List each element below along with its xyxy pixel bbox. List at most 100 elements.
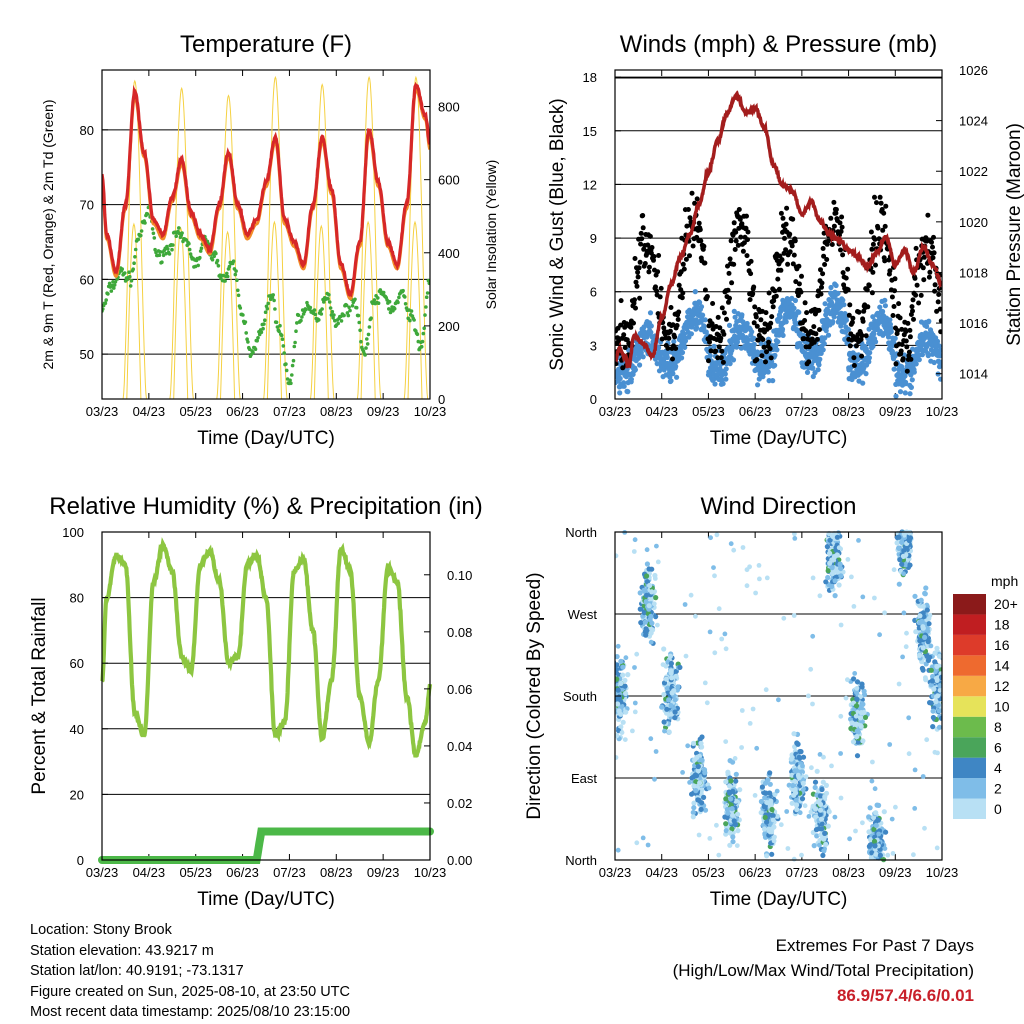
gust-point [851, 363, 857, 368]
dewpoint-point [166, 247, 170, 251]
direction-point [799, 852, 804, 858]
panel-1: Temperature (F) 03/23 04/23 05/23 06/23 07/23… [40, 31, 499, 449]
direction-point [911, 852, 916, 858]
gust-point [930, 255, 936, 261]
gust-point [748, 258, 754, 264]
wind-point [780, 332, 786, 338]
direction-point [770, 813, 776, 819]
dewpoint-point [256, 336, 260, 340]
direction-point [728, 778, 734, 784]
direction-point [685, 743, 691, 749]
gust-point [759, 353, 765, 359]
direction-point [623, 709, 629, 715]
dewpoint-point [107, 281, 112, 286]
direction-point [818, 816, 825, 822]
wind-point [816, 362, 822, 368]
direction-point [896, 545, 902, 551]
dewpoint-point [187, 247, 192, 252]
direction-point [725, 810, 731, 816]
direction-point [696, 832, 702, 838]
gust-point [833, 207, 839, 212]
gust-point [697, 227, 703, 233]
direction-point [781, 615, 787, 621]
gust-point [875, 225, 881, 231]
direction-point [632, 700, 638, 706]
humidity-plot-area [98, 537, 434, 864]
direction-point [866, 829, 872, 835]
gust-point [904, 344, 910, 350]
direction-point [901, 548, 907, 554]
direction-point [819, 786, 825, 793]
direction-point [733, 778, 739, 784]
x-tick-label: 06/23 [739, 404, 772, 419]
gust-point [775, 276, 781, 282]
station-latlon: Station lat/lon: 40.9191; -73.1317 [30, 963, 244, 980]
x-tick-label: 08/23 [832, 865, 865, 880]
direction-point [860, 701, 866, 707]
dewpoint-point [320, 307, 324, 311]
gust-point [819, 284, 824, 290]
direction-point [873, 810, 879, 816]
direction-point [769, 806, 775, 813]
wind-point [902, 390, 908, 396]
dewpoint-point [327, 293, 331, 297]
gust-point [789, 243, 795, 249]
direction-point [716, 852, 722, 858]
direction-point [763, 790, 769, 796]
figure-created: Figure created on Sun, 2025-08-10, at 23… [30, 983, 350, 1000]
direction-point [843, 695, 849, 701]
wind-point [647, 310, 654, 316]
direction-point [694, 754, 700, 761]
direction-point [935, 693, 941, 699]
dewpoint-point [364, 346, 368, 350]
direction-point [728, 796, 734, 802]
gust-point [887, 268, 893, 274]
direction-point [699, 757, 705, 763]
wind-point [936, 343, 942, 349]
dewpoint-point [403, 302, 408, 306]
wind-point [783, 319, 789, 325]
y-tick-label: 60 [70, 656, 84, 671]
wind-point [656, 344, 662, 351]
gust-point [896, 301, 902, 307]
gust-point [892, 276, 898, 282]
gust-point [717, 325, 723, 331]
direction-point [920, 774, 926, 779]
direction-point [652, 576, 658, 581]
wind-point [810, 365, 816, 371]
gust-point [728, 238, 734, 244]
dewpoint-point [387, 299, 392, 304]
gust-point [866, 283, 872, 289]
gust-point [767, 325, 773, 330]
wind-point [681, 331, 688, 337]
gust-point [820, 246, 826, 251]
direction-point [785, 846, 791, 851]
y-tick-label: 3 [590, 338, 597, 353]
direction-point [764, 575, 770, 581]
y2-tick-label: 0.04 [447, 739, 472, 754]
gust-point [701, 243, 707, 249]
direction-point [763, 687, 769, 693]
gust-point [651, 254, 657, 259]
gust-point [818, 267, 823, 273]
wind-point [775, 339, 781, 345]
direction-point [766, 812, 772, 818]
y2-tick-label: 1024 [959, 114, 988, 129]
direction-point [806, 693, 811, 699]
gust-point [870, 241, 876, 247]
gust-point [740, 248, 746, 254]
direction-point [767, 829, 773, 835]
direction-point [792, 786, 798, 793]
gust-point [837, 220, 843, 226]
wind-point [770, 378, 776, 384]
direction-point [861, 709, 867, 716]
direction-point [867, 805, 873, 811]
direction-point [811, 843, 817, 849]
gust-point [635, 269, 641, 275]
direction-point [900, 654, 905, 660]
direction-point [938, 667, 942, 673]
dewpoint-point [143, 221, 147, 225]
direction-point [714, 822, 719, 828]
direction-point [732, 756, 738, 761]
dewpoint-point [326, 297, 330, 301]
